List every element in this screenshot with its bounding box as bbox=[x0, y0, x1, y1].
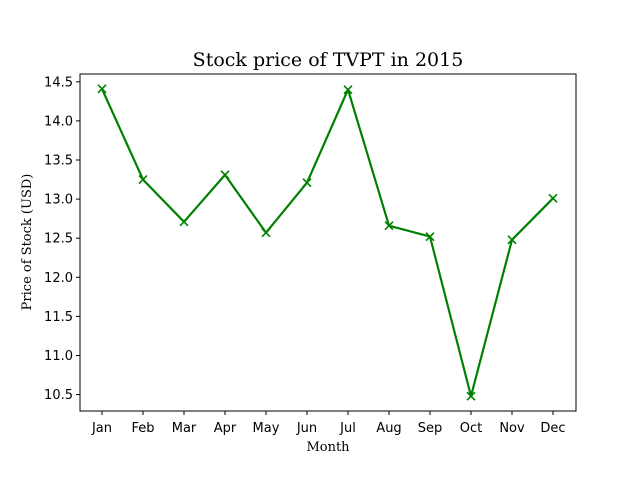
x-tick-label: Jun bbox=[296, 421, 317, 436]
x-axis-label: Month bbox=[306, 440, 350, 455]
x-tick-label: Nov bbox=[499, 421, 525, 436]
x-tick-label: Aug bbox=[376, 421, 401, 436]
data-point-marker bbox=[507, 235, 517, 245]
y-tick-label: 10.5 bbox=[44, 388, 73, 403]
x-tick-label: May bbox=[253, 421, 280, 436]
data-point-marker bbox=[97, 84, 107, 94]
y-tick-label: 13.0 bbox=[44, 193, 73, 208]
y-tick-label: 11.5 bbox=[44, 310, 73, 325]
marker-stroke bbox=[179, 217, 189, 227]
marker-stroke bbox=[343, 85, 353, 95]
marker-stroke bbox=[507, 235, 517, 245]
series-group bbox=[97, 84, 558, 401]
marker-stroke bbox=[138, 174, 148, 185]
y-tick-label: 12.0 bbox=[44, 271, 73, 286]
y-tick-label: 14.5 bbox=[44, 75, 73, 90]
data-point-marker bbox=[384, 221, 394, 231]
data-point-marker bbox=[466, 391, 476, 401]
y-axis: 10.5 11.0 11.5 12.0 12.5 13.0 13.5 14.0 14.5 bbox=[44, 75, 80, 403]
x-tick-label: Sep bbox=[418, 421, 443, 436]
marker-stroke bbox=[548, 193, 558, 203]
series-line bbox=[100, 88, 554, 398]
marker-stroke bbox=[425, 232, 435, 242]
x-tick-label: Mar bbox=[172, 421, 197, 436]
y-tick-label: 14.0 bbox=[44, 114, 73, 129]
marker-stroke bbox=[220, 170, 230, 180]
x-tick-label: Feb bbox=[131, 421, 154, 436]
y-tick-label: 11.0 bbox=[44, 349, 73, 364]
marker-stroke bbox=[97, 84, 107, 94]
x-tick-label: Apr bbox=[214, 421, 237, 436]
y-tick-label: 12.5 bbox=[44, 232, 73, 247]
data-point-marker bbox=[548, 193, 558, 203]
x-axis: Jan Feb Mar Apr May Jun Jul Aug Sep Oct Nov Dec bbox=[91, 411, 566, 436]
data-point-marker bbox=[220, 170, 230, 180]
data-point-marker bbox=[138, 174, 148, 185]
chart-title: Stock price of TVPT in 2015 bbox=[193, 49, 464, 71]
x-tick-label: Dec bbox=[540, 421, 565, 436]
data-point-marker bbox=[425, 232, 435, 242]
plot-frame bbox=[79, 73, 577, 412]
data-point-marker bbox=[302, 178, 312, 188]
y-axis-label: Price of Stock (USD) bbox=[20, 174, 35, 311]
x-tick-label: Jul bbox=[339, 421, 356, 436]
marker-stroke bbox=[384, 221, 394, 231]
plot-area bbox=[79, 73, 577, 412]
x-tick-label: Oct bbox=[460, 421, 482, 436]
y-tick-label: 13.5 bbox=[44, 154, 73, 169]
x-tick-label: Jan bbox=[91, 421, 112, 436]
marker-stroke bbox=[466, 391, 476, 401]
data-point-marker bbox=[343, 85, 353, 95]
marker-stroke bbox=[302, 178, 312, 188]
marker-stroke bbox=[261, 228, 271, 238]
data-point-marker bbox=[179, 217, 189, 227]
data-point-marker bbox=[261, 228, 271, 238]
